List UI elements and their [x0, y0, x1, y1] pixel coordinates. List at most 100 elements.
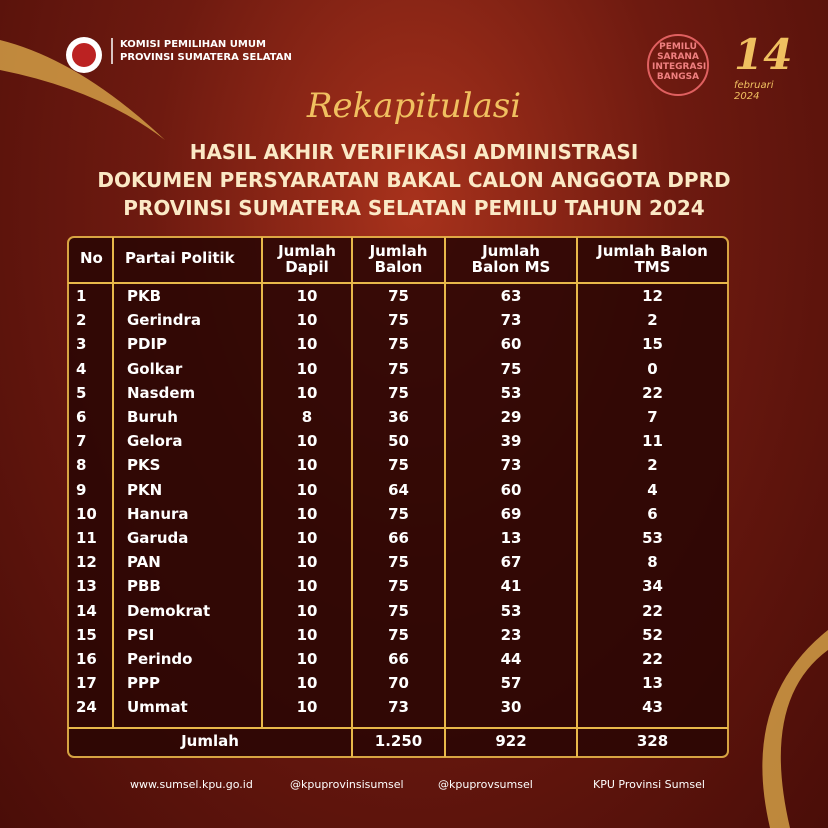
table-cell: 60 [500, 335, 522, 354]
header-cell: Jumlah Balon MS [471, 242, 551, 276]
footer-item: www.sumsel.kpu.go.id [130, 778, 253, 791]
footer-item: @kpuprovinsisumsel [290, 778, 404, 791]
table-cell: 10 [296, 383, 318, 402]
table-cell: 1 [76, 287, 87, 305]
header-cell: Partai Politik [125, 249, 235, 267]
table-cell: 15 [642, 335, 663, 354]
table-cell: 53 [500, 601, 522, 620]
table-cell: 75 [388, 504, 409, 523]
table-cell: 23 [500, 625, 522, 644]
table-cell: 8 [647, 553, 658, 572]
table-cell: 75 [388, 311, 409, 330]
table-cell: 75 [388, 335, 409, 354]
table-cell: 14 [76, 601, 97, 620]
total-cell: 1.250 [374, 732, 423, 750]
table-cell: 6 [647, 504, 658, 523]
table-cell: 10 [296, 359, 318, 378]
table-cell: 10 [296, 625, 318, 644]
table-cell: PDIP [127, 335, 168, 354]
table-cell: 22 [642, 601, 663, 620]
table-cell: 2 [76, 311, 87, 330]
table-cell: 64 [388, 480, 409, 499]
total-cell: 328 [636, 732, 669, 750]
header-cell: Jumlah Balon TMS [597, 242, 708, 276]
table-cell: 10 [296, 456, 318, 475]
table-cell: 39 [500, 432, 522, 451]
table-cell: 10 [296, 698, 318, 717]
table-cell: 75 [388, 625, 409, 644]
table-cell: 12 [642, 287, 663, 305]
table-cell: 11 [76, 529, 97, 547]
table-cell: 10 [296, 577, 318, 596]
total-cell: 922 [495, 732, 527, 750]
table-cell: 22 [642, 650, 663, 668]
table-cell: 6 [76, 408, 87, 426]
table-cell: 29 [500, 408, 522, 426]
table-cell: 69 [500, 504, 522, 523]
title-script: Rekapitulasi [306, 86, 522, 126]
table-cell: 75 [388, 601, 409, 620]
table-cell: 75 [388, 456, 409, 475]
table-cell: 43 [642, 698, 663, 717]
table-cell: 10 [296, 480, 318, 499]
table-cell: Demokrat [127, 601, 211, 620]
table-cell: 7 [647, 408, 658, 426]
table-cell: 16 [76, 650, 97, 668]
table-cell: Gerindra [127, 311, 201, 330]
header-cell: Jumlah Dapil [278, 242, 336, 276]
table-cell: 73 [500, 311, 522, 330]
table-cell: 10 [296, 674, 318, 693]
table-cell: 66 [388, 650, 409, 668]
table-cell: 41 [500, 577, 522, 596]
table-cell: 4 [647, 480, 658, 499]
footer: www.sumsel.kpu.go.id @kpuprovinsisumsel @k… [0, 778, 828, 798]
table-cell: 75 [388, 383, 409, 402]
table-cell: 8 [76, 456, 87, 475]
table-cell: 53 [500, 383, 522, 402]
title-line: HASIL AKHIR VERIFIKASI ADMINISTRASI [189, 140, 639, 164]
table-cell: Garuda [127, 529, 189, 547]
table-cell: 60 [500, 480, 522, 499]
table-cell: PSI [127, 625, 155, 644]
table-cell: 12 [76, 553, 97, 572]
table-cell: 3 [76, 335, 87, 354]
table-cell: PBB [127, 577, 161, 596]
table-cell: 15 [76, 625, 97, 644]
table-cell: 13 [500, 529, 522, 547]
table-cell: 9 [76, 480, 87, 499]
table-cell: 10 [296, 432, 318, 451]
org: KOMISI PEMILIHAN UMUM PROVINSI SUMATERA … [120, 38, 292, 64]
table-cell: 7 [76, 432, 87, 451]
table-cell: 73 [500, 456, 522, 475]
table-cell: 10 [296, 311, 318, 330]
table-cell: 34 [642, 577, 663, 596]
table-cell: PKN [127, 480, 163, 499]
table-cell: Hanura [127, 504, 189, 523]
org-line: PROVINSI SUMATERA SELATAN [120, 52, 292, 63]
date-day: 14 [734, 30, 793, 79]
table-cell: 75 [388, 287, 409, 305]
total-cell: Jumlah [181, 732, 239, 750]
table-cell: PKB [127, 287, 162, 305]
table-cell: Gelora [127, 432, 183, 451]
table-cell: 73 [388, 698, 409, 717]
table-cell: PAN [127, 553, 161, 572]
table-cell: 0 [647, 359, 658, 378]
table-cell: 57 [500, 674, 522, 693]
date-rest: februari 2024 [734, 80, 774, 102]
table-cell: 22 [642, 383, 663, 402]
table-cell: Golkar [127, 359, 183, 378]
table-cell: 10 [296, 504, 318, 523]
table-cell: 8 [301, 408, 313, 426]
table-cell: 17 [76, 674, 97, 693]
table-cell: 75 [500, 359, 522, 378]
table-cell: 2 [647, 311, 658, 330]
table-cell: 5 [76, 383, 87, 402]
table-cell: PPP [127, 674, 160, 693]
table-cell: 66 [388, 529, 409, 547]
table-cell: 4 [76, 359, 87, 378]
footer-item: @kpuprovsumsel [438, 778, 533, 791]
table-cell: 11 [642, 432, 663, 451]
